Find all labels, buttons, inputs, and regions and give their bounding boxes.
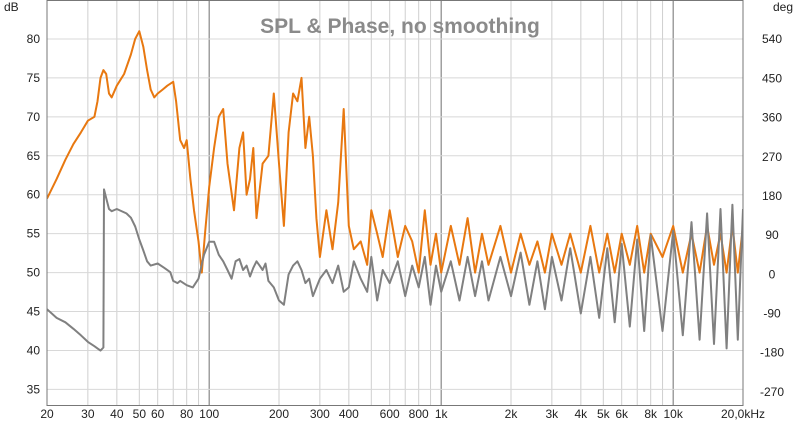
right-y-tick-label: 270 [762, 150, 782, 164]
right-axis-unit: deg [773, 0, 793, 14]
x-tick-label: 20 [40, 407, 54, 421]
left-y-tick-label: 50 [27, 266, 41, 280]
phase-series-line [47, 188, 743, 352]
left-y-tick-label: 40 [27, 343, 41, 357]
right-y-tick-label: -90 [763, 307, 781, 321]
x-tick-labels: 20 30 40 50 60 80 100 200 300 400 600 800 1k 2k 3k 4k 5k… [40, 407, 765, 421]
x-tick-label: 400 [339, 407, 359, 421]
x-tick-label: 30 [81, 407, 95, 421]
right-y-tick-label: 450 [762, 71, 782, 85]
right-y-tick-label: 180 [762, 189, 782, 203]
x-tick-label: 100 [199, 407, 219, 421]
left-y-tick-label: 45 [27, 305, 41, 319]
right-y-tick-label: 360 [762, 111, 782, 125]
left-axis-unit: dB [4, 0, 19, 14]
x-tick-label: 20,0kHz [721, 407, 765, 421]
left-y-tick-labels: 35 40 45 50 55 60 65 70 75 80 [27, 32, 41, 396]
x-tick-label: 300 [310, 407, 330, 421]
plot-area [47, 30, 743, 352]
left-y-tick-label: 75 [27, 71, 41, 85]
x-tick-label: 50 [133, 407, 147, 421]
x-tick-label: 5k [597, 407, 611, 421]
left-y-tick-label: 55 [27, 227, 41, 241]
x-tick-label: 10k [663, 407, 683, 421]
x-tick-label: 800 [409, 407, 429, 421]
x-tick-label: 4k [574, 407, 588, 421]
x-tick-label: 8k [644, 407, 658, 421]
x-tick-label: 1k [435, 407, 449, 421]
left-y-tick-label: 35 [27, 382, 41, 396]
chart-title: SPL & Phase, no smoothing [260, 15, 540, 38]
left-y-tick-label: 80 [27, 32, 41, 46]
x-tick-label: 3k [546, 407, 560, 421]
left-y-tick-label: 65 [27, 149, 41, 163]
x-tick-label: 2k [505, 407, 519, 421]
grid-lines [47, 0, 743, 405]
x-tick-label: 6k [615, 407, 629, 421]
right-y-tick-label: 0 [769, 267, 776, 281]
x-tick-label: 40 [110, 407, 124, 421]
plot-frame [46, 0, 744, 406]
right-y-tick-label: -270 [760, 385, 784, 399]
right-y-tick-label: 540 [762, 32, 782, 46]
left-y-tick-label: 60 [27, 188, 41, 202]
right-y-tick-label: 90 [765, 228, 779, 242]
x-tick-label: 60 [151, 407, 165, 421]
right-y-tick-label: -180 [760, 346, 784, 360]
x-tick-label: 600 [380, 407, 400, 421]
x-tick-label: 200 [269, 407, 289, 421]
right-y-tick-labels: -270 -180 -90 0 90 180 270 360 450 540 [760, 32, 784, 399]
spl-series-line [47, 30, 743, 274]
left-y-tick-label: 70 [27, 110, 41, 124]
x-tick-label: 80 [180, 407, 194, 421]
